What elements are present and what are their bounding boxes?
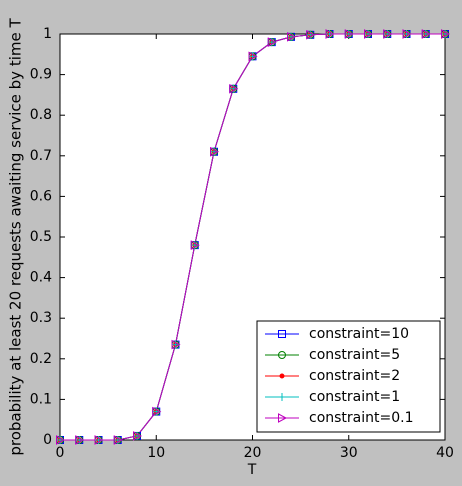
marker [402, 29, 412, 39]
marker [278, 393, 286, 401]
marker [421, 29, 431, 39]
x-tick-label: 30 [340, 445, 358, 461]
marker [56, 435, 66, 445]
marker [278, 413, 288, 423]
y-tick-label: 0.4 [30, 270, 52, 286]
y-tick-label: 0.2 [30, 351, 52, 367]
y-tick-label: 0 [43, 432, 52, 448]
x-tick-label: 40 [436, 445, 454, 461]
marker [267, 37, 277, 47]
y-tick-label: 0.3 [30, 310, 52, 326]
marker [278, 330, 286, 338]
marker [364, 29, 374, 39]
marker [441, 29, 451, 39]
marker [383, 29, 393, 39]
marker [325, 29, 335, 39]
marker [229, 83, 239, 94]
marker [279, 373, 285, 379]
marker [94, 435, 104, 445]
marker [210, 146, 220, 157]
x-tick-label: 0 [56, 445, 65, 461]
marker [133, 431, 143, 441]
y-axis-label: probability at least 20 requests awaitin… [7, 18, 25, 456]
marker [152, 406, 162, 417]
marker [278, 351, 286, 359]
legend-label: constraint=2 [309, 368, 400, 384]
marker [306, 29, 316, 40]
y-tick-label: 0.9 [30, 67, 52, 83]
y-tick-label: 0.5 [30, 229, 52, 245]
legend-label: constraint=5 [309, 347, 400, 363]
x-tick-label: 20 [244, 445, 262, 461]
marker [190, 240, 200, 250]
marker [75, 435, 85, 445]
marker [344, 29, 354, 39]
marker [171, 339, 181, 350]
y-tick-label: 1 [43, 26, 52, 42]
x-tick-label: 10 [147, 445, 165, 461]
marker [287, 32, 297, 42]
y-tick-label: 0.8 [30, 107, 52, 123]
x-axis-label: T [247, 462, 257, 478]
marker [113, 435, 123, 445]
marker [248, 51, 258, 62]
legend-label: constraint=1 [309, 389, 400, 405]
y-tick-label: 0.6 [30, 188, 52, 204]
legend-label: constraint=10 [309, 326, 409, 342]
legend: constraint=10 constraint=5 constraint=2 con… [256, 320, 441, 433]
legend-label: constraint=0.1 [309, 410, 414, 426]
y-tick-label: 0.7 [30, 148, 52, 164]
y-tick-label: 0.1 [30, 391, 52, 407]
